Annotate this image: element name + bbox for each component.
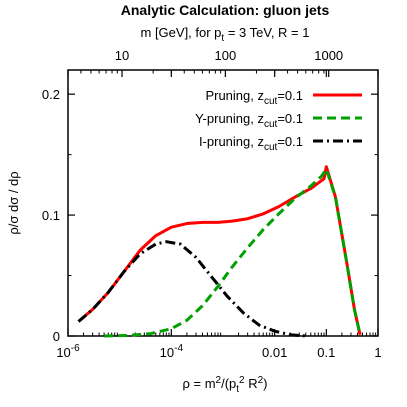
y-tick-label: 0 [53, 329, 60, 344]
top-tick-label: 1000 [314, 48, 343, 63]
x-tick-label: 10-6 [56, 343, 80, 360]
series-lines [77, 165, 362, 338]
x-tick-label: 1 [374, 345, 381, 360]
legend-label-3: I-pruning, zcut=0.1 [199, 134, 303, 153]
x-axis-label: ρ = m2/(pt2 R2) [182, 375, 267, 395]
top-tick-label: 100 [215, 48, 237, 63]
series-line-1 [77, 165, 362, 336]
x-tick-label: 0.1 [317, 345, 335, 360]
top-tick-label: 10 [115, 48, 129, 63]
legend-label-1: Pruning, zcut=0.1 [205, 88, 303, 107]
series-line-3 [77, 240, 306, 338]
top-axis-ticks: 10 100 1000 [67, 48, 343, 77]
legend: Pruning, zcut=0.1 Y-pruning, zcut=0.1 I-pr… [195, 88, 362, 153]
y-tick-label: 0.1 [42, 208, 60, 223]
y-axis-label: ρ/σ dσ / dρ [6, 171, 21, 234]
series-line-2 [104, 167, 362, 338]
x-axis-ticks: 10-6 10-4 0.01 0.1 1 [56, 70, 382, 360]
top-axis-label: m [GeV], for pt = 3 TeV, R = 1 [141, 25, 310, 44]
chart-title: Analytic Calculation: gluon jets [121, 2, 330, 18]
legend-label-2: Y-pruning, zcut=0.1 [195, 111, 303, 130]
plot-frame [67, 69, 379, 337]
x-tick-label: 0.01 [262, 345, 287, 360]
y-axis-ticks: 0 0.1 0.2 [42, 87, 378, 344]
x-tick-label: 10-4 [160, 343, 184, 360]
y-tick-label: 0.2 [42, 87, 60, 102]
